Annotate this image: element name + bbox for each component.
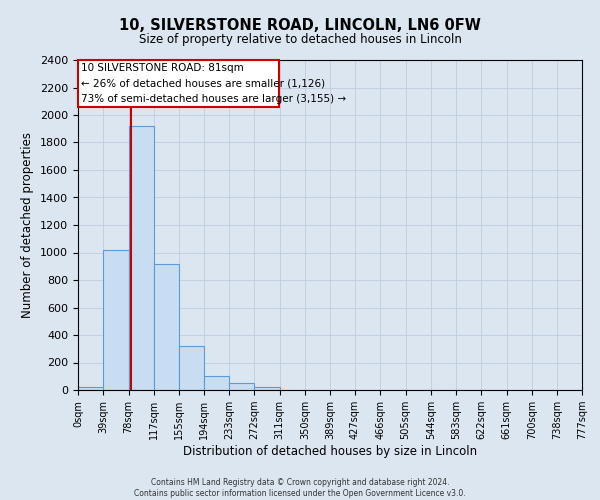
Bar [204, 376, 229, 390]
Text: 10 SILVERSTONE ROAD: 81sqm
← 26% of detached houses are smaller (1,126)
73% of s: 10 SILVERSTONE ROAD: 81sqm ← 26% of deta… [80, 62, 346, 104]
Bar [78, 60, 279, 107]
Text: Size of property relative to detached houses in Lincoln: Size of property relative to detached ho… [139, 32, 461, 46]
Bar [103, 250, 128, 390]
Bar [154, 264, 179, 390]
Bar [78, 387, 103, 390]
Bar [254, 387, 280, 390]
Y-axis label: Number of detached properties: Number of detached properties [22, 132, 34, 318]
Bar [179, 346, 204, 390]
Text: Contains HM Land Registry data © Crown copyright and database right 2024.
Contai: Contains HM Land Registry data © Crown c… [134, 478, 466, 498]
Bar [128, 126, 154, 390]
Bar [229, 383, 254, 390]
Text: 10, SILVERSTONE ROAD, LINCOLN, LN6 0FW: 10, SILVERSTONE ROAD, LINCOLN, LN6 0FW [119, 18, 481, 32]
X-axis label: Distribution of detached houses by size in Lincoln: Distribution of detached houses by size … [183, 445, 477, 458]
